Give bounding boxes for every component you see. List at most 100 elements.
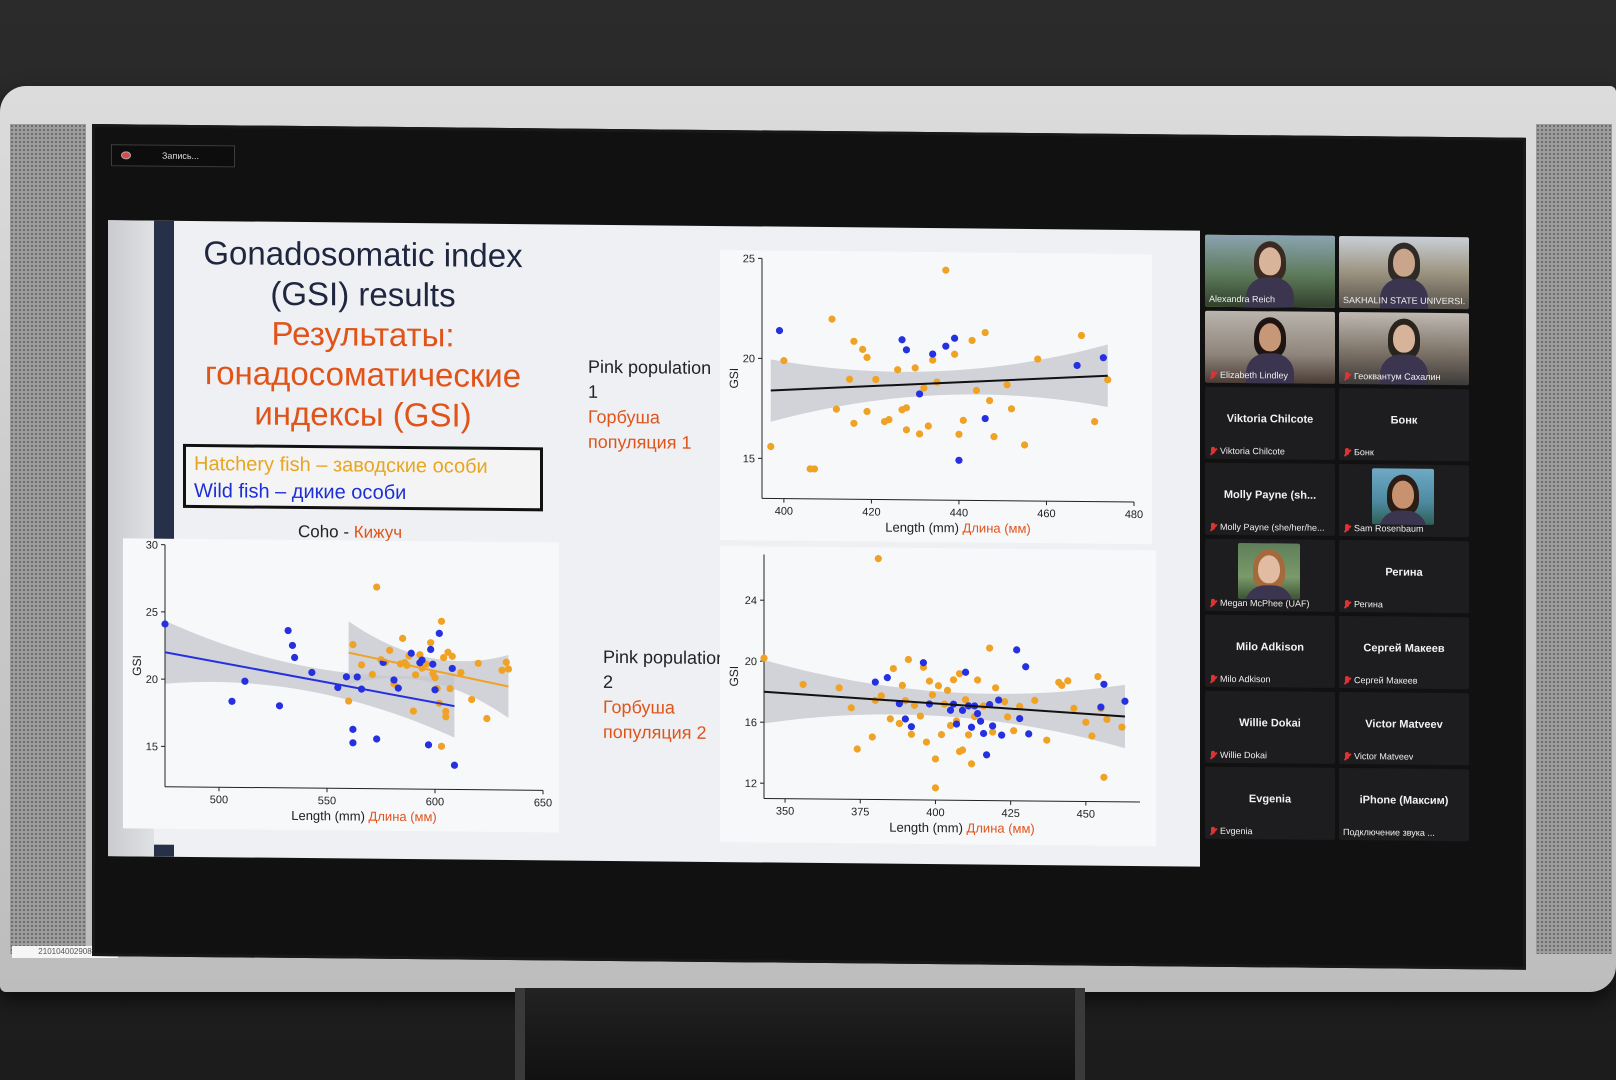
pink1-wild-point: [981, 414, 989, 423]
participant-name-caption: Willie Dokai: [1209, 750, 1267, 760]
coho-wild-point: [435, 629, 443, 637]
coho-hatchery-point: [502, 658, 510, 666]
participant-display-name: Molly Payne (sh...: [1223, 488, 1317, 502]
coho-hatchery-regression-line: [348, 651, 509, 688]
participant-tile[interactable]: Elizabeth Lindley: [1205, 310, 1335, 384]
participant-display-name: Willie Dokai: [1239, 717, 1301, 730]
pink1-label-en: Pink population 1: [588, 356, 712, 402]
coho-wild-point: [407, 649, 415, 657]
pink2-wild-point: [1121, 697, 1129, 705]
coho-hatchery-point: [399, 634, 407, 643]
pink2-hatchery-point: [958, 746, 967, 754]
participant-tile[interactable]: Willie Dokai Willie Dokai: [1205, 690, 1335, 764]
participant-face: [1392, 480, 1414, 509]
participant-name: Megan McPhee (UAF): [1220, 597, 1310, 609]
right-speaker-grille: [1536, 124, 1612, 954]
participant-display-name: iPhone (Максим): [1359, 794, 1449, 808]
coho-title-en: Coho -: [298, 521, 354, 542]
participant-tile[interactable]: Бонк Бонк: [1339, 387, 1469, 462]
participant-tile[interactable]: Alexandra Reich: [1205, 234, 1335, 308]
muted-mic-icon: [1209, 370, 1217, 379]
coho-x-axis-label-en: Length (mm): [291, 808, 368, 824]
pink2-wild-point: [976, 717, 985, 725]
coho-wild-point: [448, 664, 456, 673]
pink1-hatchery-point: [767, 442, 775, 451]
pink2-wild-point: [907, 723, 915, 731]
participant-tile[interactable]: iPhone (Максим) Подключение звука ...: [1339, 767, 1469, 842]
left-speaker-grille: [10, 124, 86, 954]
pink1-wild-point: [955, 456, 963, 464]
participant-tile[interactable]: Evgenia Evgenia: [1205, 766, 1335, 840]
pink1-hatchery-point: [863, 353, 871, 362]
pink2-hatchery-point: [1100, 773, 1108, 781]
coho-wild-point: [353, 673, 361, 681]
pink2-x-axis-label-ru: Длина (мм): [967, 820, 1035, 836]
pink2-wild-point: [998, 731, 1006, 739]
participant-tile[interactable]: Milo Adkison Milo Adkison: [1205, 614, 1335, 688]
slide-accent-bar-bottom: [154, 844, 174, 857]
pink2-hatchery-point: [1004, 713, 1012, 721]
pink1-hatchery-point: [859, 345, 867, 353]
pink1-wild-point: [942, 342, 950, 350]
coho-hatchery-point: [409, 707, 417, 715]
pink2-hatchery-point: [943, 686, 952, 695]
pink2-x-tick-label: 400: [926, 807, 944, 819]
pink2-hatchery-point: [895, 719, 903, 728]
pink2-hatchery-point: [989, 728, 997, 736]
participant-tile[interactable]: Victor Matveev Victor Matveev: [1339, 691, 1469, 766]
coho-wild-point: [373, 735, 381, 743]
participant-tile[interactable]: Megan McPhee (UAF): [1205, 538, 1335, 612]
pink2-hatchery-point: [964, 731, 973, 739]
pink1-regression-line: [770, 374, 1108, 392]
pink2-hatchery-point: [931, 784, 940, 792]
participant-video: [1372, 468, 1434, 525]
participant-tile[interactable]: Геоквантум Сахалин: [1339, 311, 1469, 386]
pink2-hatchery-point: [955, 670, 964, 678]
pink1-wild-point: [898, 336, 906, 344]
muted-mic-icon: [1343, 448, 1351, 457]
pink1-hatchery-point: [911, 364, 919, 372]
pink2-wild-point: [883, 674, 891, 682]
muted-mic-icon: [1343, 676, 1351, 685]
pink1-hatchery-point: [1077, 331, 1086, 340]
pink2-wild-point: [967, 723, 976, 731]
pink1-wild-point: [902, 346, 911, 354]
pink1-label-ru: Горбуша популяция 1: [588, 406, 692, 453]
pink1-label: Pink population 1 Горбуша популяция 1: [588, 355, 718, 456]
coho-wild-point: [228, 697, 236, 705]
coho-hatchery-point: [457, 668, 465, 677]
coho-wild-point: [241, 677, 249, 685]
participant-name: Elizabeth Lindley: [1220, 369, 1289, 381]
participant-tile[interactable]: SAKHALIN STATE UNIVERSI...: [1339, 235, 1469, 310]
pink2-y-tick-label: 16: [745, 717, 757, 729]
participant-tile[interactable]: Viktoria Chilcote Viktoria Chilcote: [1205, 386, 1335, 460]
pink2-hatchery-point: [949, 676, 958, 684]
pink1-hatchery-point: [990, 433, 998, 441]
recording-indicator[interactable]: Запись...: [111, 144, 235, 168]
pink1-hatchery-point: [845, 375, 854, 383]
coho-hatchery-point: [498, 666, 506, 674]
participant-name-caption: Victor Matveev: [1343, 751, 1413, 762]
pink1-wild-point: [929, 350, 937, 358]
participant-tile[interactable]: Molly Payne (sh... Molly Payne (she/her/h…: [1205, 462, 1335, 536]
pink2-hatchery-point: [967, 760, 976, 768]
participant-face: [1259, 247, 1281, 276]
pink2-hatchery-point: [1031, 696, 1039, 704]
participant-name: Сергей Макеев: [1354, 675, 1418, 686]
participant-tile[interactable]: Sam Rosenbaum: [1339, 463, 1469, 538]
coho-hatchery-point: [483, 714, 491, 723]
participant-tile[interactable]: Регина Регина: [1339, 539, 1469, 614]
coho-wild-regression-line: [164, 651, 455, 708]
pink2-wild-point: [901, 715, 909, 723]
participant-tile[interactable]: Сергей Макеев Сергей Макеев: [1339, 615, 1469, 690]
participant-display-name: Evgenia: [1248, 793, 1292, 806]
pink2-y-tick-label: 24: [745, 595, 757, 607]
pink2-chart: 12 16 20 24 350 375 400 425 450 GSI Length (mm) Дл…: [727, 554, 1140, 836]
participant-name: Геоквантум Сахалин: [1354, 371, 1441, 382]
pink2-hatchery-point: [874, 554, 882, 563]
pink2-x-tick-label: 375: [851, 806, 869, 818]
pink2-wild-point: [982, 751, 991, 759]
coho-wild-point: [161, 620, 169, 628]
pink2-wild-point: [1013, 646, 1021, 654]
